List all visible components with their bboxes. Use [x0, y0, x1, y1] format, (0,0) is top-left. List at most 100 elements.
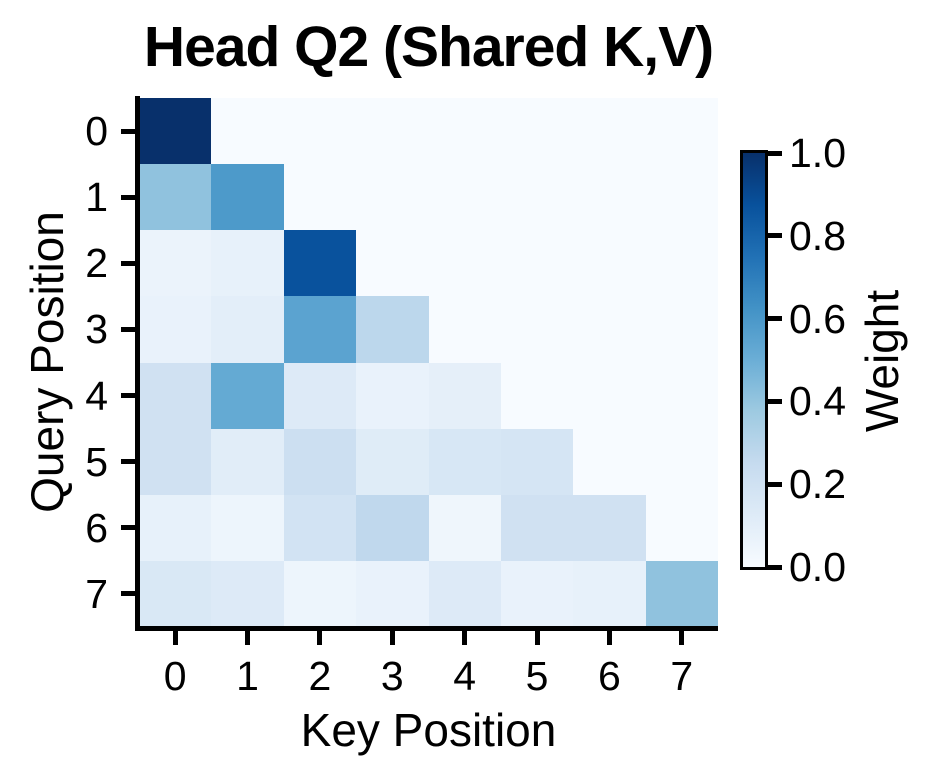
heatmap-cell-q3-k5: [500, 296, 574, 363]
colorbar-tick-label: 0.2: [789, 461, 846, 508]
heatmap-cell-q4-k1: [211, 362, 284, 429]
chart-title: Head Q2 (Shared K,V): [143, 15, 714, 79]
y-tick-mark: [121, 194, 135, 200]
heatmap-cell-q6-k7: [645, 494, 718, 561]
y-tick-label: 0: [85, 108, 108, 155]
heatmap-cell-q5-k4: [428, 428, 501, 495]
colorbar-tick-mark: [768, 564, 782, 570]
heatmap-cell-q2-k4: [428, 230, 501, 297]
x-tick-mark: [534, 631, 540, 645]
heatmap-cell-q4-k4: [428, 362, 501, 429]
heatmap-cell-q1-k4: [428, 164, 501, 231]
heatmap-cell-q4-k5: [500, 362, 574, 429]
colorbar-tick-label: 1.0: [789, 130, 846, 176]
colorbar-tick-label: 0.8: [789, 212, 846, 259]
heatmap-cell-q7-k3: [356, 560, 429, 627]
x-tick-mark: [462, 631, 468, 645]
heatmap-cell-q4-k0: [139, 362, 212, 429]
y-tick-label: 2: [85, 240, 108, 287]
heatmap-cell-q0-k5: [500, 98, 574, 165]
heatmap-cell-q7-k5: [500, 560, 574, 627]
x-tick-mark: [172, 631, 178, 645]
heatmap-cell-q6-k0: [139, 494, 212, 561]
x-tick-mark: [679, 631, 685, 645]
heatmap-cell-q5-k2: [283, 428, 357, 495]
x-tick-label: 2: [308, 653, 332, 699]
heatmap-cell-q2-k7: [645, 230, 718, 297]
heatmap-cell-q3-k1: [211, 296, 284, 363]
heatmap-cell-q5-k6: [573, 428, 646, 495]
colorbar-gradient: [743, 153, 765, 567]
heatmap-cell-q3-k4: [428, 296, 501, 363]
colorbar-tick-mark: [768, 150, 782, 156]
heatmap-cell-q3-k0: [139, 296, 212, 363]
y-tick-label: 1: [85, 174, 108, 221]
x-axis-label: Key Position: [300, 704, 557, 756]
colorbar-tick-mark: [768, 398, 782, 404]
heatmap-cell-q1-k3: [356, 164, 429, 231]
heatmap-cell-q6-k1: [211, 494, 284, 561]
x-tick-label: 4: [453, 653, 477, 699]
colorbar-tick-mark: [768, 316, 782, 322]
heatmap-cell-q7-k6: [573, 560, 646, 627]
y-tick-mark: [121, 393, 135, 399]
heatmap-cell-q3-k2: [283, 296, 357, 363]
heatmap-cell-q1-k6: [573, 164, 646, 231]
y-tick-mark: [121, 525, 135, 531]
heatmap-cell-q4-k2: [283, 362, 357, 429]
heatmap-cell-q0-k4: [428, 98, 501, 165]
heatmap-cell-q6-k6: [573, 494, 646, 561]
colorbar-tick-mark: [768, 481, 782, 487]
heatmap-cell-q0-k1: [211, 98, 284, 165]
heatmap-cell-q6-k5: [500, 494, 574, 561]
colorbar-tick-label: 0.4: [789, 378, 846, 425]
heatmap-cell-q0-k6: [573, 98, 646, 165]
heatmap-cell-q5-k3: [356, 428, 429, 495]
colorbar: [740, 150, 768, 570]
heatmap-plot-area: [139, 98, 718, 627]
heatmap-cell-q5-k7: [645, 428, 718, 495]
colorbar-label: Weight: [856, 289, 908, 433]
heatmap-cell-q2-k1: [211, 230, 284, 297]
y-tick-mark: [121, 459, 135, 465]
x-tick-label: 7: [670, 653, 694, 699]
x-tick-label: 1: [236, 653, 259, 699]
y-axis-label: Query Position: [21, 211, 73, 513]
heatmap-cell-q7-k2: [283, 560, 357, 627]
y-tick-mark: [121, 326, 135, 332]
heatmap-cell-q6-k3: [356, 494, 429, 561]
heatmap-cell-q5-k1: [211, 428, 284, 495]
x-tick-label: 0: [163, 653, 187, 699]
y-tick-label: 5: [85, 438, 108, 485]
heatmap-cell-q2-k5: [500, 230, 574, 297]
y-axis-spine: [135, 96, 140, 631]
x-tick-mark: [317, 631, 323, 645]
heatmap-cell-q0-k7: [645, 98, 718, 165]
y-tick-label: 6: [85, 504, 108, 551]
heatmap-cell-q2-k2: [283, 230, 357, 297]
heatmap-cell-q3-k6: [573, 296, 646, 363]
x-tick-label: 5: [525, 653, 549, 699]
heatmap-cell-q3-k7: [645, 296, 718, 363]
heatmap-cell-q2-k0: [139, 230, 212, 297]
y-tick-label: 4: [85, 372, 108, 419]
colorbar-tick-label: 0.6: [789, 295, 846, 342]
heatmap-cell-q0-k2: [283, 98, 357, 165]
heatmap-cell-q4-k3: [356, 362, 429, 429]
heatmap-cell-q5-k5: [500, 428, 574, 495]
heatmap-cell-q5-k0: [139, 428, 212, 495]
heatmap-cell-q1-k1: [211, 164, 284, 231]
y-tick-mark: [121, 591, 135, 597]
y-tick-mark: [121, 260, 135, 266]
y-tick-label: 7: [85, 570, 108, 617]
x-tick-mark: [389, 631, 395, 645]
heatmap-cell-q1-k2: [283, 164, 357, 231]
heatmap-cell-q1-k0: [139, 164, 212, 231]
y-tick-mark: [121, 128, 135, 134]
heatmap-cell-q1-k7: [645, 164, 718, 231]
heatmap-cell-q7-k4: [428, 560, 501, 627]
x-tick-label: 6: [598, 653, 621, 699]
x-axis-spine: [135, 626, 718, 631]
y-tick-label: 3: [85, 306, 108, 353]
